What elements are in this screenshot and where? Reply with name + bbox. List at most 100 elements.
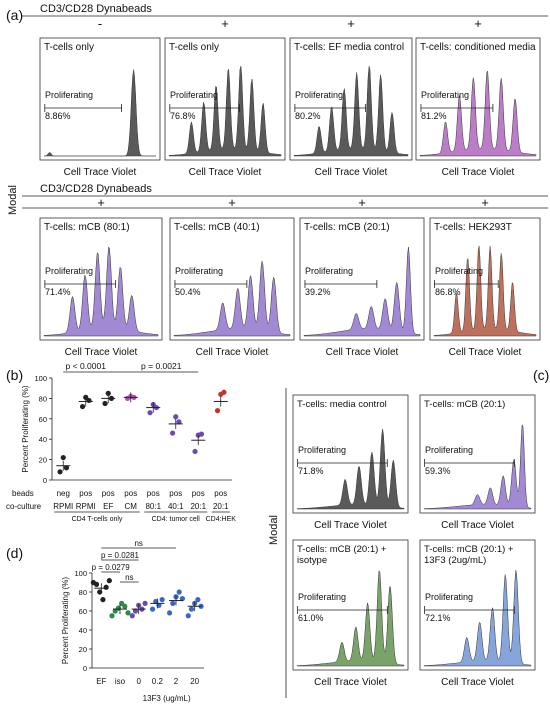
- data-point: [60, 454, 66, 461]
- data-point: [105, 390, 111, 396]
- data-point: [106, 578, 112, 584]
- bead-sign: +: [474, 16, 482, 31]
- p-value-label: p < 0.0001: [66, 361, 107, 371]
- bead-sign: -: [98, 16, 102, 31]
- y-tick-label: 40: [39, 435, 47, 444]
- beads-value: neg: [57, 489, 70, 498]
- data-point: [169, 430, 176, 436]
- data-point: [102, 400, 108, 407]
- group-label: CD4 T-cells only: [72, 516, 123, 523]
- gate-label: Proliferating: [298, 592, 346, 602]
- histogram-frame: [292, 394, 409, 514]
- histogram-title: isotype: [297, 555, 327, 566]
- histogram-title: T-cells: mCB (20:1): [304, 222, 390, 233]
- data-point: [221, 389, 227, 395]
- histogram-title: T-cells: mCB (20:1) +: [424, 544, 514, 555]
- data-point: [57, 469, 63, 475]
- gate-percent: 39.2%: [305, 287, 331, 297]
- coculture-value: 40:1: [168, 502, 184, 511]
- histogram-title: T-cells: EF media control: [294, 42, 404, 53]
- coculture-value: 20:1: [213, 502, 229, 511]
- histogram-frame: [415, 37, 541, 161]
- beads-value: pos: [192, 489, 205, 498]
- p-value-label: ns: [134, 539, 142, 548]
- p-value-label: ns: [125, 573, 133, 582]
- y-axis-label: Percent Proliferating (%): [61, 577, 70, 664]
- panel-label-c: (c): [533, 367, 549, 383]
- x-axis-label: Cell Trace Violet: [65, 347, 138, 358]
- x-tick-label: iso: [115, 677, 126, 686]
- histogram-title: T-cells: HEK293T: [434, 222, 512, 233]
- histogram-area: [43, 246, 159, 337]
- data-point: [198, 431, 205, 437]
- group-label: CD4: tumor cell: [152, 516, 201, 523]
- y-axis-label-modal: Modal: [268, 515, 280, 545]
- y-tick-label: 20: [39, 456, 47, 465]
- x-axis-label: Cell Trace Violet: [64, 167, 137, 178]
- data-point: [149, 606, 156, 612]
- gate-percent: 71.8%: [298, 466, 324, 476]
- histogram-title: T-cells: mCB (80:1): [44, 222, 130, 233]
- data-point: [79, 403, 86, 410]
- data-point: [176, 589, 182, 595]
- p-value-label: p = 0.0021: [141, 361, 182, 371]
- data-point: [100, 597, 106, 603]
- data-point: [129, 613, 135, 619]
- y-tick-label: 100: [34, 374, 47, 383]
- x-tick-label: 20: [190, 677, 199, 686]
- panel-b: (b) 0 20 40 60 80 100 Percent Proliferating (%)…: [6, 361, 236, 523]
- beads-value: pos: [124, 489, 137, 498]
- data-point: [147, 410, 153, 416]
- histogram-area: [293, 65, 409, 157]
- gate-label: Proliferating: [425, 445, 473, 455]
- y-tick-label: 80: [79, 588, 87, 597]
- data-point: [132, 608, 139, 614]
- data-point: [176, 419, 182, 425]
- bead-sign: +: [358, 195, 366, 210]
- x-axis-label: Cell Trace Violet: [314, 520, 387, 531]
- histogram-title: T-cells only: [44, 42, 94, 53]
- histogram-area: [419, 70, 537, 157]
- data-point: [93, 581, 100, 588]
- data-point: [195, 597, 201, 603]
- gate-label: Proliferating: [298, 445, 346, 455]
- x-tick-label: 2: [174, 677, 179, 686]
- histogram-title: 13F3 (2ug/mL): [424, 555, 486, 566]
- data-point: [122, 603, 128, 609]
- gate-label: Proliferating: [175, 266, 223, 276]
- p-value-label: p = 0.0279: [92, 563, 131, 572]
- data-point: [173, 414, 179, 420]
- x-axis-label: Cell Trace Violet: [189, 167, 262, 178]
- gate-label: Proliferating: [425, 592, 473, 602]
- data-point: [109, 613, 115, 619]
- beads-value: pos: [102, 489, 115, 498]
- y-tick-label: 0: [83, 664, 87, 673]
- gate-percent: 86.8%: [435, 287, 461, 297]
- gate-label: Proliferating: [295, 90, 343, 100]
- coculture-value: 80:1: [145, 502, 161, 511]
- gate-percent: 71.4%: [45, 287, 71, 297]
- beads-row-label: beads: [12, 489, 34, 498]
- gate-percent: 80.2%: [295, 111, 321, 121]
- x-tick-label: 0.2: [152, 677, 164, 686]
- panel-c: (c) Modal T-cells: media control Proliferat…: [268, 367, 549, 698]
- coculture-value: 20:1: [190, 502, 206, 511]
- x-axis-label: Cell Trace Violet: [314, 677, 387, 688]
- histogram-frame: [39, 37, 161, 161]
- bead-sign: +: [97, 195, 105, 210]
- data-point: [125, 610, 131, 616]
- gate-percent: 76.8%: [170, 111, 196, 121]
- gate-percent: 50.4%: [175, 287, 201, 297]
- histogram-area: [423, 569, 532, 667]
- y-tick-label: 60: [39, 415, 47, 424]
- x-tick-label: 0: [136, 677, 141, 686]
- histogram-frame: [429, 217, 541, 341]
- x-axis-label: Cell Trace Violet: [442, 167, 515, 178]
- panel-label-d: (d): [6, 545, 23, 561]
- coculture-value: CM: [125, 502, 138, 511]
- beads-value: pos: [214, 489, 227, 498]
- bead-sign: +: [347, 16, 355, 31]
- y-axis-label-modal: Modal: [7, 185, 19, 215]
- y-tick-label: 100: [74, 569, 87, 578]
